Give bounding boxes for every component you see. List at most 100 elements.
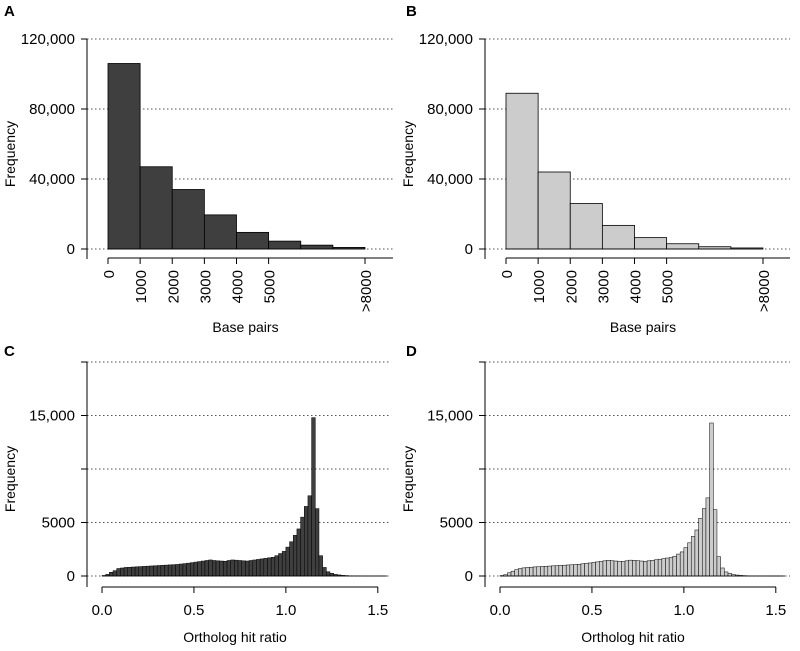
panel-c-x-tick-label: 1.0: [275, 602, 296, 619]
panel-c-bar: [120, 567, 125, 577]
panel-c-bar: [252, 559, 257, 577]
panel-c-bar: [112, 570, 117, 577]
panel-c-bar: [175, 564, 180, 577]
panel-d-letter: D: [406, 343, 417, 360]
panel-d-bar: [514, 569, 519, 577]
panel-a-y-tick-label: 40,000: [29, 171, 75, 188]
panel-d-y-tick-label: 15,000: [427, 408, 473, 425]
panel-c-bar: [245, 560, 250, 577]
panel-d-bar: [580, 563, 585, 577]
panel-c-bar: [109, 572, 114, 577]
panel-b-x-tick-label: 2000: [563, 270, 580, 303]
panel-c-bar: [142, 566, 147, 577]
panel-c-y-axis-label: Frequency: [2, 446, 18, 512]
panel-c-bar: [212, 560, 217, 577]
panel-c-bar: [256, 559, 261, 577]
panel-d-bar: [716, 556, 721, 577]
panel-c-bar: [204, 560, 209, 577]
panel-c-x-tick-label: 1.5: [367, 602, 388, 619]
panel-d-y-tick-label: 0: [465, 568, 473, 585]
panel-d-x-tick-label: 0.0: [490, 602, 511, 619]
panel-c-letter: C: [4, 343, 15, 360]
panel-b-y-tick-label: 120,000: [419, 31, 473, 48]
panel-c-bar: [267, 557, 272, 577]
panel-d-bar: [676, 553, 681, 577]
panel-b-y-tick-label: 0: [465, 241, 473, 258]
panel-a-y-tick-label: 120,000: [21, 31, 75, 48]
panel-d-y-axis-label: Frequency: [400, 446, 416, 512]
panel-c-bar: [315, 508, 320, 577]
panel-d-bar: [613, 560, 618, 577]
panel-c-bar: [134, 566, 140, 577]
panel-a-y-axis-label: Frequency: [2, 121, 18, 187]
panel-b-x-tick-label: >8000: [756, 270, 773, 312]
panel-b-y-tick-label: 80,000: [427, 101, 473, 118]
panel-d-bar: [518, 568, 523, 577]
panel-d-bar: [643, 560, 648, 577]
panel-d-bar: [665, 557, 670, 577]
panel-d-bar: [705, 497, 710, 577]
panel-c-bar: [149, 565, 154, 577]
panel-d-bar: [606, 560, 611, 577]
panel-d-bar: [525, 567, 530, 577]
panel-b: B 0 40,000 80,000 120,000 0 1000 2000 3000 4000 5…: [400, 3, 790, 335]
panel-c-x-tick-label: 0.0: [92, 602, 113, 619]
panel-c-bar: [116, 568, 121, 577]
panel-d-bar: [617, 560, 622, 577]
panel-a-bar: [171, 189, 205, 250]
panel-c-bar: [164, 564, 169, 577]
panel-a-bar: [268, 240, 302, 250]
panel-d-bar: [698, 517, 703, 577]
panel-b-bar: [505, 92, 539, 250]
panel-d-bar: [554, 565, 560, 577]
panel-a: A 0 40,000 80,000 120,000 0 1000 2000 3000 4000 5…: [2, 3, 393, 335]
panel-d-bar: [591, 562, 596, 577]
panel-d-bar: [709, 422, 714, 577]
panel-a-x-tick-label: 0: [101, 270, 118, 278]
panel-c-bar: [234, 559, 239, 577]
panel-a-bar: [236, 231, 270, 250]
panel-c-bar: [223, 560, 228, 577]
panel-c-bar: [201, 560, 206, 577]
panel-c-bar: [182, 563, 187, 577]
panel-d-bar: [628, 559, 633, 577]
panel-b-y-axis-label: Frequency: [400, 121, 416, 187]
panel-d-bar: [558, 565, 563, 577]
panel-b-bar: [537, 171, 571, 250]
panel-d-x-axis-label: Ortholog hit ratio: [581, 629, 685, 645]
panel-d-bar: [632, 560, 637, 577]
panel-b-letter: B: [406, 3, 417, 20]
panel-a-x-tick-label: 2000: [165, 270, 182, 303]
panel-a-bar: [300, 244, 334, 250]
panel-d-bar: [599, 561, 604, 577]
panel-b-x-tick-label: 0: [499, 270, 516, 278]
panel-c-bar: [248, 560, 254, 577]
panel-d-bar: [646, 560, 652, 577]
panel-c-bar: [153, 565, 158, 577]
panel-d-bar: [529, 566, 534, 577]
panel-c-bar: [329, 573, 334, 577]
panel-c-bar: [171, 564, 176, 577]
panel-d-bar: [713, 509, 718, 577]
panel-d-bar: [639, 560, 644, 577]
panel-c-bar: [138, 566, 143, 577]
panel-c: C 0 5000 15,000 0.0 0.5 1.0 1.5 Ortholog hit ra…: [2, 343, 390, 645]
panel-d-bar: [543, 566, 549, 577]
panel-a-bar: [203, 214, 237, 250]
panel-c-bar: [226, 560, 231, 577]
panel-d-bar: [569, 564, 574, 577]
panel-d: D 0 5000 15,000 0.0 0.5 1.0 1.5 Ortholog hit ra…: [400, 343, 790, 645]
panel-a-y-tick-label: 80,000: [29, 101, 75, 118]
panel-d-bar: [573, 564, 578, 577]
panel-c-y-tick-label: 0: [67, 568, 75, 585]
panel-d-x-tick-label: 0.5: [582, 602, 603, 619]
panel-d-x-tick-label: 1.0: [673, 602, 694, 619]
panel-b-x-tick-label: 5000: [660, 270, 677, 303]
panel-d-bar: [694, 529, 699, 577]
panel-c-x-tick-label: 0.5: [184, 602, 205, 619]
panel-c-bar: [127, 566, 132, 577]
panel-b-x-tick-label: 1000: [531, 270, 548, 303]
panel-c-bar: [193, 561, 198, 577]
panel-c-x-axis-label: Ortholog hit ratio: [183, 629, 287, 645]
panel-d-bar: [687, 542, 692, 577]
